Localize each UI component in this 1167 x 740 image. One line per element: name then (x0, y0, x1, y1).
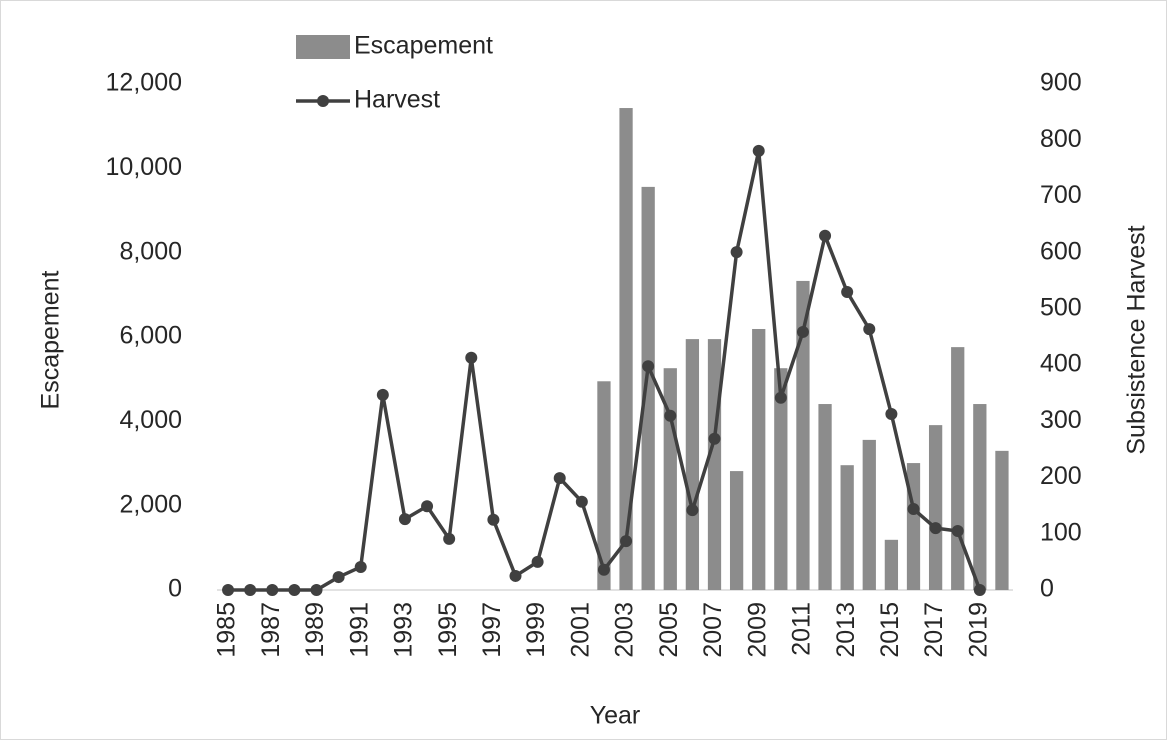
line-marker (664, 409, 677, 422)
x-tick-label: 1999 (522, 602, 550, 658)
x-tick-label: 2009 (743, 602, 771, 658)
line-marker (597, 563, 610, 576)
legend-swatch (296, 35, 350, 59)
y2-tick-label: 700 (1040, 181, 1082, 209)
y-tick-label: 8,000 (119, 237, 182, 265)
bar (707, 339, 722, 590)
y2-axis-title: Subsistence Harvest (1123, 225, 1151, 454)
line-marker (288, 584, 301, 596)
line-marker (398, 513, 411, 526)
bar (951, 347, 965, 590)
x-tick-label: 1987 (257, 602, 285, 658)
x-tick-label: 1989 (301, 602, 329, 658)
y2-tick-label: 600 (1040, 237, 1082, 265)
bar (973, 404, 987, 590)
line-marker (465, 351, 478, 364)
y-tick-label: 10,000 (106, 153, 182, 181)
line-marker (244, 584, 257, 596)
x-tick-label: 1985 (213, 602, 241, 658)
y2-tick-label: 800 (1040, 125, 1082, 153)
line-marker (885, 408, 898, 421)
line-marker (354, 560, 367, 573)
line-marker (531, 555, 544, 568)
line-marker (310, 584, 323, 596)
x-tick-label: 1995 (434, 602, 462, 658)
x-tick-label: 2005 (655, 602, 683, 658)
legend-label: Harvest (354, 86, 440, 114)
bar (884, 539, 899, 590)
legend-marker (317, 95, 329, 107)
line-marker (819, 229, 832, 242)
line-marker (487, 513, 500, 526)
line-marker (708, 432, 721, 445)
x-tick-label: 2019 (964, 602, 992, 658)
x-tick-label: 2017 (920, 602, 948, 658)
bar (995, 450, 1009, 590)
y2-tick-label: 0 (1040, 575, 1054, 603)
bar (619, 108, 633, 590)
line-marker (376, 388, 389, 401)
line-marker (951, 524, 964, 537)
bar (796, 280, 810, 590)
legend-label: Escapement (354, 32, 493, 60)
bar (862, 439, 876, 590)
line-marker (686, 504, 699, 517)
bar (597, 381, 611, 590)
line-marker (266, 584, 279, 596)
line-marker (973, 584, 986, 596)
bar (818, 404, 832, 590)
y2-tick-label: 200 (1040, 462, 1082, 490)
line-marker (222, 584, 235, 596)
x-tick-label: 2015 (876, 602, 904, 658)
y2-tick-label: 400 (1040, 350, 1082, 378)
x-tick-label: 2007 (699, 602, 727, 658)
y2-tick-label: 500 (1040, 293, 1082, 321)
line-marker (575, 495, 588, 508)
x-tick-label: 2003 (611, 602, 639, 658)
line-marker (796, 325, 809, 338)
line-marker (841, 286, 854, 299)
line-marker (421, 500, 434, 513)
bar (729, 471, 744, 590)
line-marker (907, 503, 920, 516)
x-tick-label: 2011 (788, 602, 816, 656)
y2-tick-label: 900 (1040, 69, 1082, 97)
y2-tick-label: 100 (1040, 518, 1082, 546)
y-tick-label: 0 (168, 575, 182, 603)
y-axis-title: Escapement (37, 270, 65, 409)
bar (840, 465, 854, 590)
y-tick-label: 4,000 (119, 406, 182, 434)
bar (685, 339, 700, 590)
line-marker (443, 532, 456, 545)
bar (774, 368, 788, 590)
x-tick-label: 1991 (345, 602, 373, 658)
line-marker (509, 569, 522, 582)
x-tick-label: 2001 (566, 602, 594, 658)
bar (641, 186, 655, 591)
bar (752, 328, 766, 590)
line-marker (642, 360, 655, 373)
x-tick-label: 1993 (390, 602, 418, 658)
line-marker (752, 144, 765, 157)
x-tick-label: 1997 (478, 602, 506, 658)
line-marker (620, 535, 633, 548)
line-marker (730, 246, 743, 259)
y-tick-label: 6,000 (119, 322, 182, 350)
bar (928, 425, 943, 590)
x-tick-label: 2013 (832, 602, 860, 658)
y-tick-label: 12,000 (106, 69, 182, 97)
line-marker (929, 522, 942, 535)
y-tick-label: 2,000 (119, 490, 182, 518)
x-axis-title: Year (590, 702, 641, 730)
y2-tick-label: 300 (1040, 406, 1082, 434)
line-marker (774, 391, 787, 404)
line-marker (863, 323, 876, 336)
line-marker (553, 472, 566, 485)
line-marker (332, 571, 345, 584)
